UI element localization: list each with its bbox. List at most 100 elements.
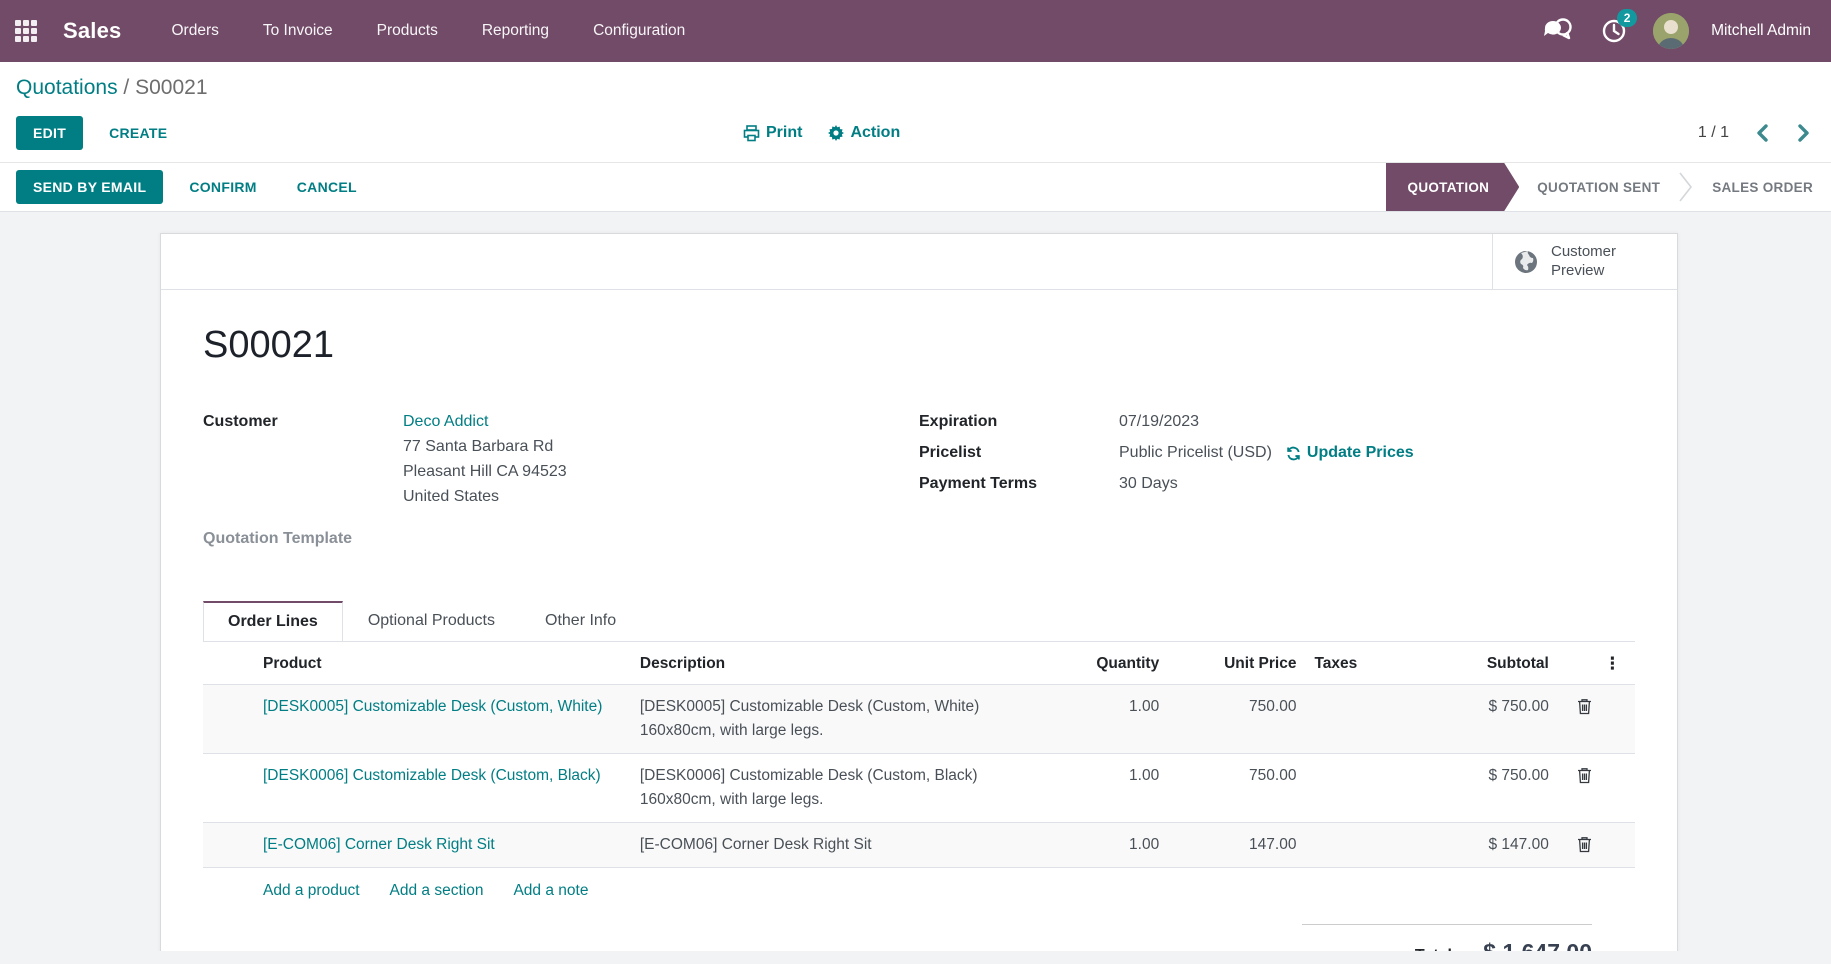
user-name[interactable]: Mitchell Admin	[1711, 22, 1811, 40]
product-link[interactable]: [DESK0005] Customizable Desk (Custom, Wh…	[263, 698, 602, 715]
col-subtotal[interactable]: Subtotal	[1418, 642, 1561, 685]
quotation-sheet: Customer Preview S00021 Customer Deco Ad…	[160, 233, 1678, 951]
activities-icon[interactable]: 2	[1597, 16, 1631, 46]
menu-configuration[interactable]: Configuration	[593, 22, 685, 40]
line-description: [DESK0005] Customizable Desk (Custom, Wh…	[640, 698, 1081, 716]
line-taxes	[1308, 754, 1417, 823]
update-prices-button[interactable]: Update Prices	[1286, 444, 1414, 462]
menu-to-invoice[interactable]: To Invoice	[263, 22, 333, 40]
pager-next-icon[interactable]	[1796, 124, 1811, 142]
add-a-section-link[interactable]: Add a section	[390, 882, 484, 900]
col-product[interactable]: Product	[203, 642, 634, 685]
tab-order-lines[interactable]: Order Lines	[203, 601, 343, 641]
expiration-value[interactable]: 07/19/2023	[1119, 413, 1199, 431]
customer-address-line: Pleasant Hill CA 94523	[403, 463, 567, 481]
line-description: [E-COM06] Corner Desk Right Sit	[640, 836, 1081, 854]
document-title: S00021	[203, 324, 1635, 367]
globe-icon	[1513, 249, 1539, 275]
top-navbar: Sales Orders To Invoice Products Reporti…	[0, 0, 1831, 62]
line-quantity: 1.00	[1087, 823, 1172, 868]
main-menu: Orders To Invoice Products Reporting Con…	[172, 22, 686, 40]
pricelist-value[interactable]: Public Pricelist (USD)	[1119, 444, 1272, 462]
order-line-row[interactable]: [E-COM06] Corner Desk Right Sit [E-COM06…	[203, 823, 1635, 868]
quotation-template-label: Quotation Template	[203, 530, 403, 548]
breadcrumb-quotations[interactable]: Quotations	[16, 76, 118, 99]
content-area: Customer Preview S00021 Customer Deco Ad…	[0, 212, 1831, 951]
status-pipeline: QUOTATION QUOTATION SENT SALES ORDER	[1386, 163, 1831, 211]
line-taxes	[1308, 685, 1417, 754]
delete-line-icon[interactable]	[1577, 698, 1592, 715]
payment-terms-label: Payment Terms	[919, 475, 1119, 493]
col-unit-price[interactable]: Unit Price	[1171, 642, 1308, 685]
order-line-row[interactable]: [DESK0006] Customizable Desk (Custom, Bl…	[203, 754, 1635, 823]
customer-address-line: United States	[403, 488, 567, 506]
add-a-note-link[interactable]: Add a note	[513, 882, 588, 900]
pager-previous-icon[interactable]	[1755, 124, 1770, 142]
customer-label: Customer	[203, 413, 403, 506]
edit-button[interactable]: EDIT	[16, 116, 83, 150]
delete-line-icon[interactable]	[1577, 836, 1592, 853]
line-description-2: 160x80cm, with large legs.	[640, 791, 1081, 809]
apps-menu-icon[interactable]	[15, 20, 37, 42]
order-line-row[interactable]: [DESK0005] Customizable Desk (Custom, Wh…	[203, 685, 1635, 754]
print-button[interactable]: Print	[743, 124, 802, 142]
line-quantity: 1.00	[1087, 685, 1172, 754]
product-link[interactable]: [E-COM06] Corner Desk Right Sit	[263, 836, 495, 853]
send-by-email-button[interactable]: SEND BY EMAIL	[16, 170, 163, 204]
line-subtotal: $ 147.00	[1488, 836, 1548, 853]
col-quantity[interactable]: Quantity	[1087, 642, 1172, 685]
column-options-icon[interactable]: ⋮	[1598, 642, 1635, 685]
messages-icon[interactable]	[1541, 16, 1575, 46]
pricelist-label: Pricelist	[919, 444, 1119, 462]
create-button[interactable]: CREATE	[95, 116, 181, 150]
line-subtotal: $ 750.00	[1488, 698, 1548, 715]
product-link[interactable]: [DESK0006] Customizable Desk (Custom, Bl…	[263, 767, 601, 784]
line-description-2: 160x80cm, with large legs.	[640, 722, 1081, 740]
control-panel: Quotations / S00021 EDIT CREATE Print	[0, 62, 1831, 162]
col-actions	[1561, 642, 1598, 685]
customer-link[interactable]: Deco Addict	[403, 413, 567, 431]
state-separator-icon	[1678, 163, 1694, 211]
notebook-tabs: Order Lines Optional Products Other Info	[203, 601, 1635, 642]
line-add-actions: Add a product Add a section Add a note	[203, 868, 1635, 910]
line-description: [DESK0006] Customizable Desk (Custom, Bl…	[640, 767, 1081, 785]
line-unit-price: 750.00	[1171, 754, 1308, 823]
menu-orders[interactable]: Orders	[172, 22, 219, 40]
delete-line-icon[interactable]	[1577, 767, 1592, 784]
add-a-product-link[interactable]: Add a product	[263, 882, 360, 900]
breadcrumb-current: S00021	[135, 76, 207, 99]
payment-terms-value[interactable]: 30 Days	[1119, 475, 1178, 493]
total-label: Total:	[1415, 947, 1457, 951]
line-unit-price: 750.00	[1171, 685, 1308, 754]
confirm-button[interactable]: CONFIRM	[175, 170, 270, 204]
line-quantity: 1.00	[1087, 754, 1172, 823]
gear-icon	[828, 125, 844, 141]
customer-preview-button[interactable]: Customer Preview	[1492, 234, 1677, 289]
cancel-button[interactable]: CANCEL	[283, 170, 371, 204]
refresh-icon	[1286, 446, 1301, 461]
printer-icon	[743, 125, 760, 142]
state-sales-order[interactable]: SALES ORDER	[1694, 163, 1831, 211]
expiration-label: Expiration	[919, 413, 1119, 431]
action-button[interactable]: Action	[828, 124, 900, 142]
line-subtotal: $ 750.00	[1488, 767, 1548, 784]
totals-block: Total: $ 1,647.00	[1302, 924, 1592, 951]
state-quotation[interactable]: QUOTATION	[1386, 163, 1520, 211]
line-unit-price: 147.00	[1171, 823, 1308, 868]
pager-count: 1 / 1	[1698, 124, 1729, 142]
col-taxes[interactable]: Taxes	[1308, 642, 1417, 685]
user-avatar[interactable]	[1653, 13, 1689, 49]
statusbar: SEND BY EMAIL CONFIRM CANCEL QUOTATION Q…	[0, 162, 1831, 212]
order-lines-table: Product Description Quantity Unit Price …	[203, 642, 1635, 868]
state-quotation-sent[interactable]: QUOTATION SENT	[1519, 163, 1678, 211]
app-name[interactable]: Sales	[63, 18, 122, 44]
tab-optional-products[interactable]: Optional Products	[343, 601, 520, 641]
col-description[interactable]: Description	[634, 642, 1087, 685]
customer-address-line: 77 Santa Barbara Rd	[403, 438, 567, 456]
total-value: $ 1,647.00	[1483, 939, 1592, 951]
line-taxes	[1308, 823, 1417, 868]
tab-other-info[interactable]: Other Info	[520, 601, 641, 641]
sheet-button-box: Customer Preview	[161, 234, 1677, 290]
menu-products[interactable]: Products	[377, 22, 438, 40]
menu-reporting[interactable]: Reporting	[482, 22, 549, 40]
